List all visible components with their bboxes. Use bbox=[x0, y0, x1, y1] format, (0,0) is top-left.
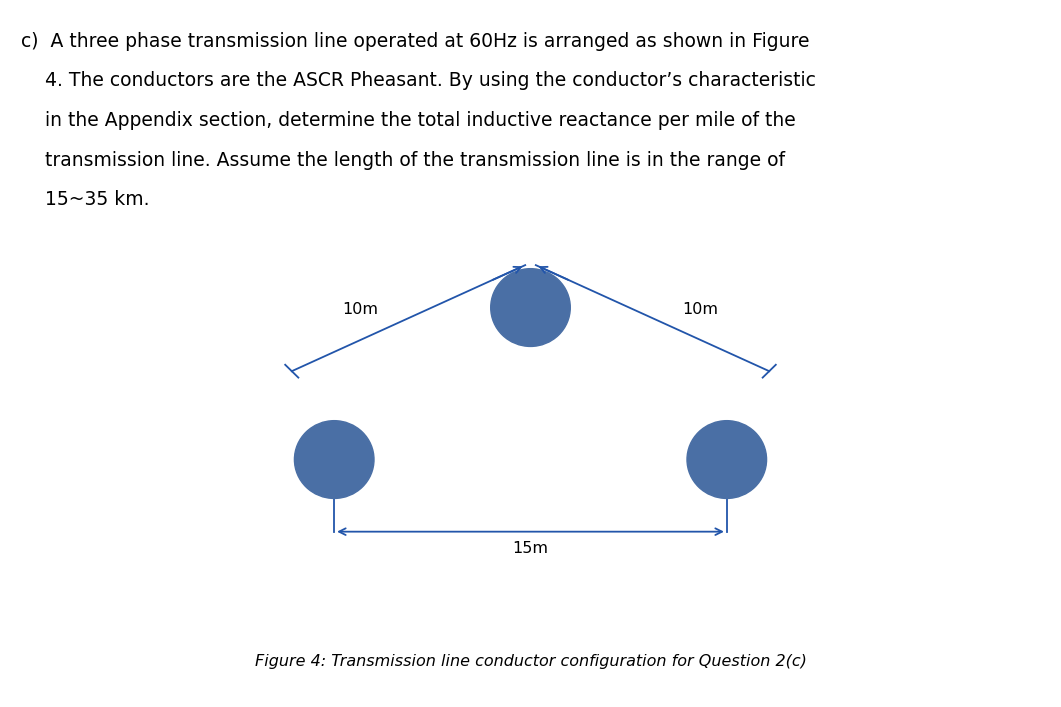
Ellipse shape bbox=[490, 269, 571, 346]
Ellipse shape bbox=[294, 421, 375, 498]
Text: 15m: 15m bbox=[512, 541, 549, 556]
Text: 15~35 km.: 15~35 km. bbox=[21, 190, 150, 209]
Text: transmission line. Assume the length of the transmission line is in the range of: transmission line. Assume the length of … bbox=[21, 151, 785, 170]
Text: Figure 4: Transmission line conductor configuration for Question 2(c): Figure 4: Transmission line conductor co… bbox=[255, 653, 806, 669]
Text: in the Appendix section, determine the total inductive reactance per mile of the: in the Appendix section, determine the t… bbox=[21, 111, 796, 130]
Text: c)  A three phase transmission line operated at 60Hz is arranged as shown in Fig: c) A three phase transmission line opera… bbox=[21, 32, 810, 51]
Text: 10m: 10m bbox=[343, 302, 379, 317]
Text: 4. The conductors are the ASCR Pheasant. By using the conductor’s characteristic: 4. The conductors are the ASCR Pheasant.… bbox=[21, 71, 816, 90]
Text: 10m: 10m bbox=[682, 302, 718, 317]
Ellipse shape bbox=[688, 421, 766, 498]
